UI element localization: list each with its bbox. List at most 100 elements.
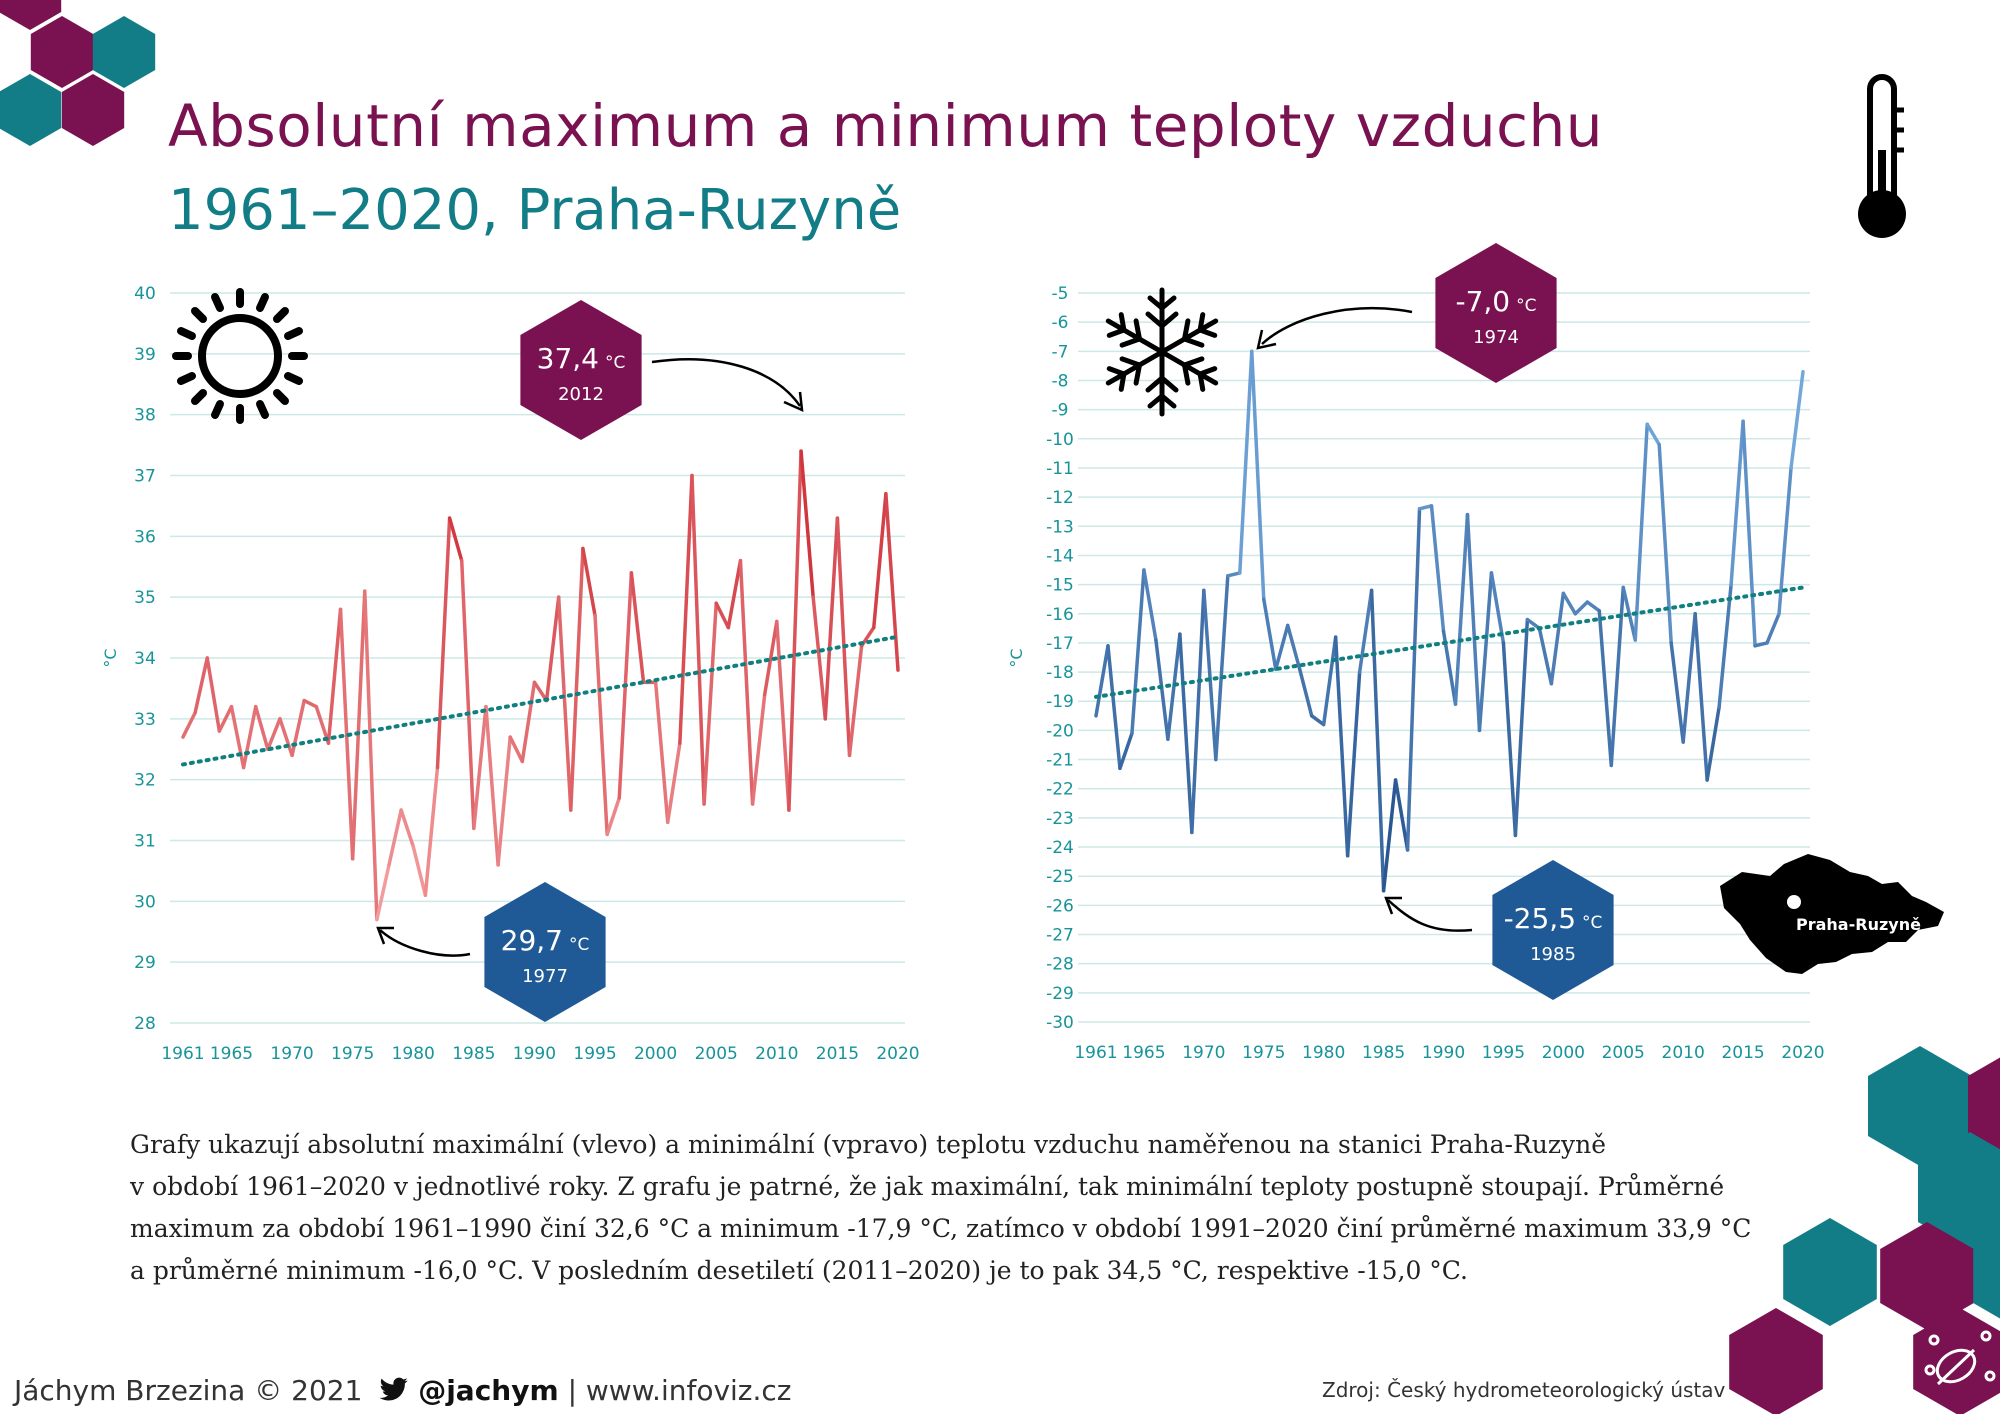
y-tick-label: -27 <box>1046 926 1074 946</box>
y-tick-label: -8 <box>1052 371 1069 391</box>
annotation-unit: °C <box>569 935 589 955</box>
twitter-handle[interactable]: @jachym <box>418 1374 559 1407</box>
x-tick-label: 1975 <box>331 1044 374 1064</box>
x-tick-label: 1995 <box>573 1044 616 1064</box>
series-line-segment <box>1789 369 1805 470</box>
series-line-segment <box>799 449 815 599</box>
series-line-segment <box>472 704 488 831</box>
y-tick-label: -21 <box>1046 751 1074 771</box>
x-tick-label: 1975 <box>1242 1043 1285 1063</box>
decorative-hexagon <box>1729 1308 1823 1414</box>
series-line-segment <box>1717 582 1733 709</box>
series-line-segment <box>762 619 779 697</box>
series-line-segment <box>787 449 803 812</box>
series-line-segment <box>629 571 646 685</box>
series-line-segment <box>1250 349 1266 601</box>
series-line-segment <box>217 704 234 733</box>
series-line-segment <box>229 704 246 770</box>
series-line-segment <box>520 680 537 764</box>
series-line-segment <box>532 680 549 703</box>
series-line-segment <box>1214 574 1230 762</box>
y-tick-label: -18 <box>1046 663 1074 683</box>
y-axis-label: °C <box>101 648 120 667</box>
series-line-segment <box>1465 512 1482 733</box>
annotation-hexagon <box>484 882 606 1022</box>
series-line-segment <box>872 492 888 630</box>
website-link[interactable]: www.infoviz.cz <box>585 1374 792 1407</box>
series-line-segment <box>1142 568 1158 642</box>
series-line-segment <box>1226 571 1242 578</box>
annotation-hexagon <box>520 300 642 440</box>
snowflake-icon <box>1101 287 1222 414</box>
x-tick-label: 1970 <box>1182 1043 1225 1063</box>
y-tick-label: 36 <box>134 527 156 547</box>
series-line-segment <box>1285 623 1302 671</box>
y-tick-label: -11 <box>1046 459 1074 479</box>
czech-map-icon: Praha-Ruzyně <box>1720 854 1944 974</box>
y-tick-label: -14 <box>1046 546 1074 566</box>
series-line-segment <box>569 546 585 812</box>
series-line-segment <box>823 516 840 721</box>
series-line-segment <box>266 717 282 751</box>
series-line-segment <box>1693 612 1709 782</box>
annotation-number: 29,7 <box>501 924 563 957</box>
series-line-segment <box>399 808 416 849</box>
y-tick-label: 33 <box>134 710 156 730</box>
series-line-segment <box>1393 778 1410 852</box>
map-station-label: Praha-Ruzyně <box>1796 915 1921 934</box>
x-tick-label: 1965 <box>1122 1043 1165 1063</box>
series-line-segment <box>1741 419 1757 648</box>
series-line-segment <box>1729 419 1745 587</box>
series-line-segment <box>193 656 209 715</box>
series-line-segment <box>435 516 452 770</box>
y-tick-label: -5 <box>1052 284 1069 304</box>
y-tick-label: 30 <box>134 892 156 912</box>
y-tick-label: 35 <box>134 588 156 608</box>
annotation-value: 29,7 °C <box>501 924 590 957</box>
series-line-segment <box>605 796 622 837</box>
series-line-segment <box>1297 667 1314 718</box>
x-tick-label: 2005 <box>1602 1043 1645 1063</box>
series-line-segment <box>1633 422 1649 642</box>
decorative-hexagon <box>1918 1132 2000 1252</box>
x-tick-label: 2000 <box>634 1044 677 1064</box>
series-line-segment <box>1154 638 1170 741</box>
series-line-segment <box>544 595 561 703</box>
series-line-segment <box>775 619 791 812</box>
x-tick-label: 1965 <box>210 1044 253 1064</box>
series-line-segment <box>1669 641 1685 744</box>
x-tick-label: 1980 <box>1302 1043 1345 1063</box>
series-line-segment <box>423 765 440 897</box>
x-tick-label: 1985 <box>1362 1043 1405 1063</box>
series-line-segment <box>326 607 343 745</box>
x-tick-label: 1961 <box>1074 1043 1117 1063</box>
x-tick-label: 1970 <box>270 1044 313 1064</box>
series-line-segment <box>1417 504 1434 511</box>
series-line-segment <box>447 516 464 563</box>
series-line-segment <box>1190 588 1206 835</box>
annotation-year: 1977 <box>522 966 568 987</box>
series-line-segment <box>1321 635 1338 727</box>
y-tick-label: -24 <box>1046 838 1074 858</box>
annotation-value: -7,0 °C <box>1455 285 1536 318</box>
x-tick-label: 1990 <box>513 1044 556 1064</box>
series-line-segment <box>581 546 597 618</box>
y-tick-label: -12 <box>1046 488 1074 508</box>
series-line-segment <box>253 704 270 751</box>
series-line-segment <box>1585 600 1602 613</box>
page-subtitle: 1961–2020, Praha-Ruzyně <box>168 178 902 243</box>
x-tick-label: 2010 <box>755 1044 798 1064</box>
data-source: Zdroj: Český hydrometeorologický ústav <box>1322 1378 1726 1402</box>
annotation-unit: °C <box>1516 296 1536 316</box>
trend-line <box>1094 585 1805 699</box>
series-line-segment <box>750 692 767 806</box>
series-line-segment <box>205 656 222 733</box>
series-line-segment <box>1501 641 1518 838</box>
decorative-hexagon <box>1973 1233 2000 1319</box>
series-line-segment <box>1681 612 1697 744</box>
y-tick-label: 28 <box>134 1014 156 1034</box>
series-line-segment <box>350 589 367 861</box>
series-line-segment <box>387 808 403 867</box>
series-line-segment <box>1273 623 1290 671</box>
